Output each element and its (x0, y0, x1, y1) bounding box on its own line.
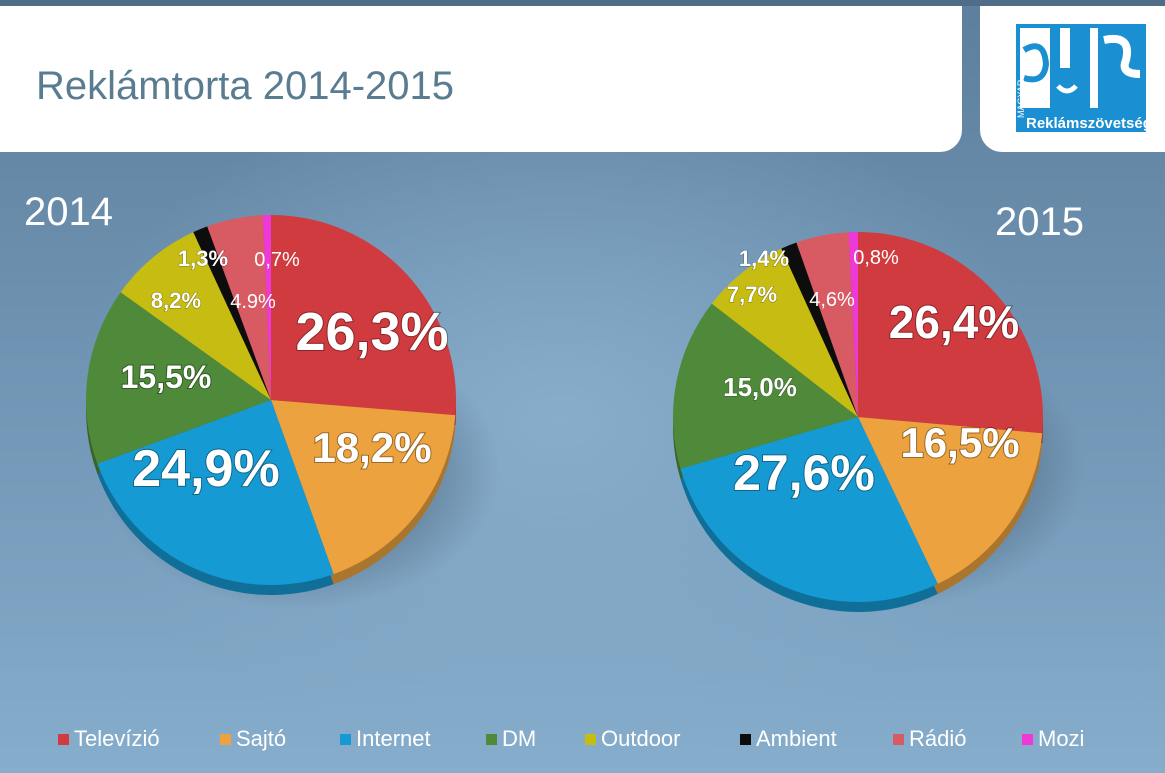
pie-label-2014-Rádió: 4.9% (230, 291, 276, 313)
legend-item-Ambient: Ambient (740, 726, 837, 752)
pie-label-2014-Mozi: 0,7% (254, 249, 300, 271)
pie-slice-2015-DM (673, 303, 858, 469)
legend-swatch (740, 733, 751, 745)
legend-label: Internet (356, 726, 431, 751)
pie-slice-2014-Mozi (262, 215, 271, 400)
pie-slice-2015-Ambient (781, 242, 858, 417)
title-panel: Reklámtorta 2014-2015 (0, 6, 962, 152)
reklamszovetseg-logo: Reklámszövetség MAGYAR (1016, 24, 1152, 132)
logo-mark-smile (1056, 84, 1078, 94)
legend-swatch (1022, 733, 1033, 745)
legend-swatch (893, 733, 904, 745)
pie-slice-2015-Outdoor (711, 248, 858, 417)
pie-slice-2014-Sajtó (271, 400, 456, 575)
logo-mark-right (1103, 35, 1141, 78)
legend-label: Ambient (756, 726, 837, 751)
year-label-2015: 2015 (995, 200, 1084, 244)
pie-label-2014-Sajtó: 18,2% (312, 424, 431, 471)
year-label-2014: 2014 (24, 190, 113, 234)
legend-item-Outdoor: Outdoor (585, 726, 681, 752)
pie-slice-2014-Rádió (207, 215, 271, 400)
pie-slice-2014-Internet (97, 400, 334, 585)
legend-item-Rádió: Rádió (893, 726, 966, 752)
pie-label-2014-DM: 15,5% (121, 359, 212, 395)
pie-label-2014-Internet: 24,9% (132, 440, 279, 498)
pie-label-2015-DM: 15,0% (723, 372, 797, 402)
pie-slice-2015-Internet (680, 417, 938, 602)
legend-label: Rádió (909, 726, 967, 751)
pie-slice-2015-Rádió (796, 232, 858, 417)
pie-label-2015-Internet: 27,6% (733, 445, 875, 501)
pie-label-2015-Rádió: 4,6% (809, 289, 855, 311)
legend-swatch (58, 733, 69, 745)
legend-label: Mozi (1038, 726, 1085, 751)
legend-swatch (340, 733, 351, 745)
legend-item-DM: DM (486, 726, 536, 752)
logo-mark-mid (1060, 28, 1070, 68)
logo-text-main: Reklámszövetség (1026, 115, 1152, 132)
top-strip (0, 0, 1165, 6)
legend-label: DM (502, 726, 537, 751)
legend-item-Televízió: Televízió (58, 726, 160, 752)
legend-label: Outdoor (601, 726, 681, 751)
pie-slice-2015-Televízió (858, 232, 1043, 434)
logo-mark-bar (1090, 28, 1098, 108)
page-title: Reklámtorta 2014-2015 (36, 64, 455, 108)
pie-slice-2014-DM (86, 292, 271, 464)
pie-label-2015-Sajtó: 16,5% (900, 419, 1019, 466)
pie-label-2014-Outdoor: 8,2% (151, 288, 201, 313)
logo-panel: Reklámszövetség MAGYAR (980, 6, 1165, 152)
legend-swatch (486, 733, 497, 745)
legend-swatch (585, 733, 596, 745)
pie-slice-2015-Mozi (848, 232, 858, 417)
logo-mark-face (1022, 43, 1050, 83)
pie-label-2014-Ambient: 1,3% (178, 246, 228, 271)
pie-slice-2014-Ambient (193, 226, 271, 400)
legend-swatch (220, 733, 231, 745)
pie-slice-2015-Sajtó (858, 417, 1043, 584)
pie-label-2015-Mozi: 0,8% (853, 247, 899, 269)
pie-label-2015-Televízió: 26,4% (889, 296, 1019, 348)
pie-slice-2014-Televízió (271, 215, 457, 416)
legend: Televízió Sajtó Internet DM Outdoor Ambient Rá… (0, 726, 1165, 762)
legend-item-Sajtó: Sajtó (220, 726, 286, 752)
legend-item-Mozi: Mozi (1022, 726, 1084, 752)
pie-charts: 26,3% 18,2% 24,9% 15,5% 8,2% 1,3%4.9% 0,7% 26,4… (86, 215, 1085, 612)
legend-label: Sajtó (236, 726, 287, 751)
pie-slice-2014-Outdoor (120, 232, 271, 400)
pie-label-2015-Ambient: 1,4% (739, 246, 789, 271)
legend-label: Televízió (74, 726, 160, 751)
legend-item-Internet: Internet (340, 726, 431, 752)
pie-label-2014-Televízió: 26,3% (295, 302, 448, 362)
logo-text-top: MAGYAR (1016, 79, 1026, 118)
pie-label-2015-Outdoor: 7,7% (727, 282, 777, 307)
